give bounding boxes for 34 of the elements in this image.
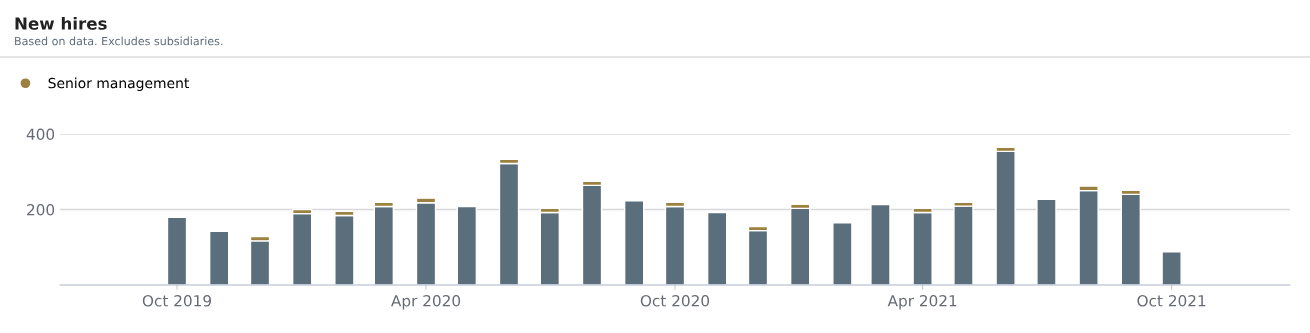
- legend-label: Senior management: [48, 77, 190, 91]
- y-tick-label: 400: [26, 128, 55, 141]
- bar: [870, 203, 891, 285]
- bar: [1036, 198, 1057, 285]
- bar: [373, 205, 395, 285]
- bar: [1161, 251, 1182, 285]
- x-tick-label: Oct 2021: [1137, 294, 1206, 307]
- bar: [912, 211, 933, 285]
- bar: [1120, 193, 1142, 285]
- bar: [995, 150, 1016, 285]
- bar: [706, 211, 728, 285]
- chart-subtitle: Based on data. Excludes subsidiaries.: [15, 36, 223, 46]
- bar: [953, 205, 974, 285]
- bar: [623, 200, 645, 285]
- x-tick-label: Apr 2020: [391, 294, 461, 310]
- bar: [832, 222, 853, 285]
- bar: [539, 211, 561, 285]
- y-tick-label: 200: [27, 203, 55, 216]
- bar: [208, 230, 230, 285]
- bar: [581, 184, 603, 285]
- x-tick-label: Oct 2020: [640, 294, 710, 307]
- x-tick-label: Oct 2019: [142, 294, 212, 307]
- bar: [291, 212, 313, 285]
- chart-title: New hires: [15, 16, 107, 30]
- bar: [747, 229, 769, 285]
- bar: [789, 207, 811, 285]
- bar: [456, 205, 478, 285]
- bar: [498, 162, 520, 285]
- bar: [664, 205, 686, 285]
- bar: [166, 216, 188, 285]
- bar: [1078, 189, 1099, 285]
- x-tick-label: Apr 2021: [887, 294, 957, 310]
- bar: [334, 214, 355, 285]
- bar: [249, 240, 271, 285]
